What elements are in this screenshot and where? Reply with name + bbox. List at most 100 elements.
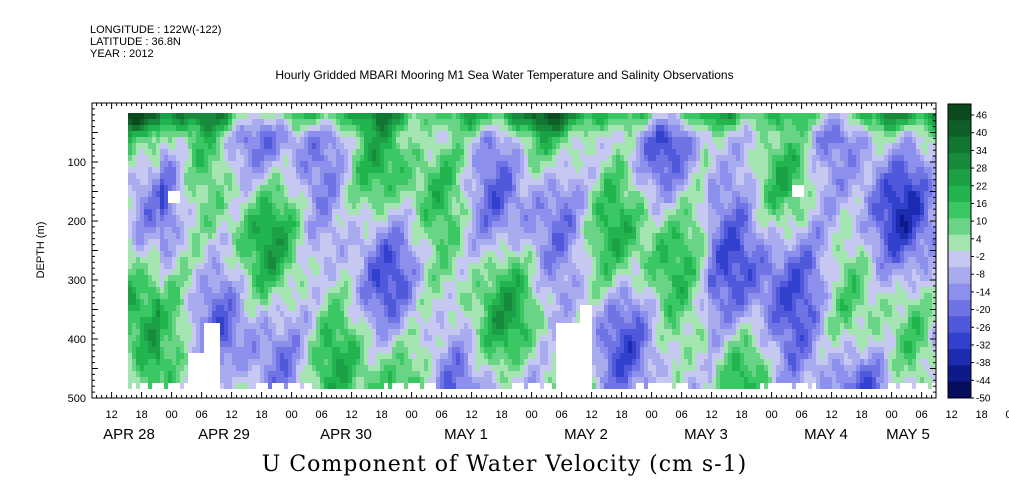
heatmap-cell [260, 359, 264, 365]
heatmap-cell [444, 383, 448, 389]
heatmap-cell [540, 347, 544, 353]
heatmap-cell [548, 269, 552, 275]
heatmap-cell [288, 125, 292, 131]
heatmap-cell [368, 377, 372, 383]
heatmap-cell [404, 293, 408, 299]
heatmap-cell [132, 155, 136, 161]
heatmap-cell [536, 305, 540, 311]
heatmap-cell [268, 377, 272, 383]
heatmap-cell [536, 245, 540, 251]
heatmap-cell [328, 197, 332, 203]
heatmap-cell [520, 305, 524, 311]
heatmap-cell [232, 269, 236, 275]
heatmap-cell [396, 137, 400, 143]
heatmap-cell [512, 221, 516, 227]
heatmap-cell [356, 113, 360, 119]
heatmap-cell [196, 179, 200, 185]
heatmap-cell [468, 299, 472, 305]
heatmap-cell [264, 113, 268, 119]
heatmap-cell [164, 245, 168, 251]
heatmap-cell [524, 185, 528, 191]
heatmap-cell [192, 185, 196, 191]
heatmap-cell [236, 377, 240, 383]
heatmap-cell [308, 191, 312, 197]
heatmap-cell [252, 215, 256, 221]
heatmap-cell [292, 263, 296, 269]
heatmap-cell [488, 209, 492, 215]
heatmap-cell [292, 305, 296, 311]
heatmap-cell [464, 311, 468, 317]
heatmap-cell [452, 341, 456, 347]
heatmap-cell [160, 323, 164, 329]
heatmap-cell [176, 245, 180, 251]
heatmap-cell [132, 209, 136, 215]
heatmap-cell [484, 275, 488, 281]
heatmap-cell [404, 113, 408, 119]
heatmap-cell [168, 281, 172, 287]
heatmap-cell [560, 245, 564, 251]
heatmap-cell [324, 143, 328, 149]
heatmap-cell [352, 125, 356, 131]
heatmap-cell [240, 185, 244, 191]
heatmap-cell [216, 125, 220, 131]
heatmap-cell [344, 113, 348, 119]
heatmap-cell [360, 125, 364, 131]
heatmap-cell [152, 281, 156, 287]
heatmap-cell [184, 221, 188, 227]
chart-title: Hourly Gridded MBARI Mooring M1 Sea Wate… [275, 68, 734, 82]
heatmap-cell [560, 125, 564, 131]
heatmap-cell [540, 251, 544, 257]
heatmap-cell [472, 173, 476, 179]
heatmap-cell [140, 209, 144, 215]
heatmap-cell [284, 257, 288, 263]
heatmap-cell [532, 161, 536, 167]
heatmap-cell [464, 365, 468, 371]
heatmap-cell [212, 173, 216, 179]
heatmap-cell [572, 293, 576, 299]
heatmap-cell [364, 257, 368, 263]
heatmap-cell [460, 293, 464, 299]
heatmap-cell [428, 317, 432, 323]
heatmap-cell [128, 233, 132, 239]
heatmap-cell [520, 251, 524, 257]
heatmap-cell [476, 323, 480, 329]
heatmap-cell [496, 359, 500, 365]
heatmap-cell [508, 119, 512, 125]
heatmap-cell [248, 185, 252, 191]
heatmap-cell [292, 131, 296, 137]
heatmap-cell [300, 143, 304, 149]
heatmap-cell [344, 377, 348, 383]
heatmap-cell [268, 179, 272, 185]
heatmap-cell [436, 263, 440, 269]
heatmap-cell [144, 353, 148, 359]
heatmap-cell [132, 149, 136, 155]
heatmap-cell [540, 293, 544, 299]
heatmap-cell [468, 335, 472, 341]
heatmap-cell [200, 299, 204, 305]
heatmap-cell [348, 233, 352, 239]
heatmap-cell [264, 221, 268, 227]
heatmap-cell [356, 299, 360, 305]
heatmap-cell [256, 203, 260, 209]
heatmap-cell [204, 311, 208, 317]
heatmap-cell [368, 131, 372, 137]
heatmap-cell [260, 377, 264, 383]
heatmap-cell [128, 239, 132, 245]
heatmap-cell [440, 215, 444, 221]
heatmap-cell [236, 239, 240, 245]
heatmap-cell [448, 329, 452, 335]
heatmap-cell [204, 239, 208, 245]
heatmap-cell [568, 257, 572, 263]
heatmap-cell [192, 245, 196, 251]
heatmap-cell [504, 155, 508, 161]
heatmap-cell [196, 227, 200, 233]
heatmap-cell [404, 377, 408, 383]
heatmap-cell [444, 155, 448, 161]
heatmap-cell [496, 305, 500, 311]
heatmap-cell [488, 377, 492, 383]
heatmap-cell [552, 215, 556, 221]
heatmap-cell [480, 251, 484, 257]
heatmap-cell [224, 179, 228, 185]
heatmap-cell [368, 371, 372, 377]
heatmap-cell [428, 269, 432, 275]
